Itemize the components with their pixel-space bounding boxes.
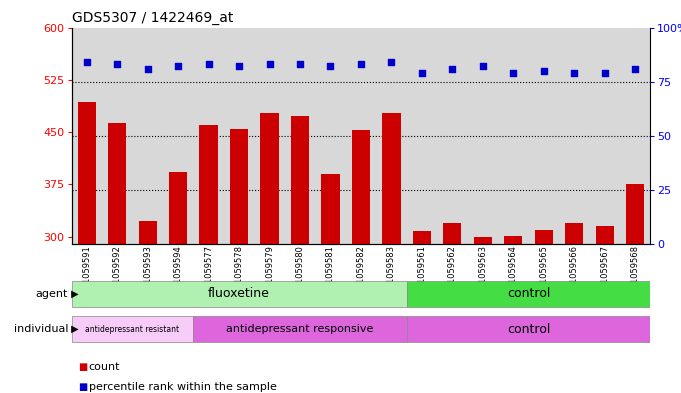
- Bar: [498, 28, 528, 244]
- Bar: [285, 28, 315, 244]
- Text: ▶: ▶: [68, 324, 79, 334]
- Bar: [565, 223, 584, 244]
- Bar: [376, 28, 407, 244]
- Point: [569, 70, 580, 76]
- Bar: [72, 316, 193, 342]
- Point: [538, 68, 549, 74]
- Point: [325, 63, 336, 70]
- Bar: [407, 281, 650, 307]
- Bar: [138, 220, 157, 244]
- Bar: [163, 28, 193, 244]
- Bar: [291, 116, 309, 244]
- Bar: [78, 102, 96, 244]
- Point: [447, 65, 458, 72]
- Bar: [321, 174, 340, 244]
- Point: [416, 70, 427, 76]
- Bar: [72, 281, 407, 307]
- Bar: [528, 28, 559, 244]
- Bar: [407, 28, 437, 244]
- Bar: [200, 125, 218, 244]
- Point: [264, 61, 275, 67]
- Bar: [254, 28, 285, 244]
- Bar: [352, 130, 370, 244]
- Bar: [230, 129, 248, 244]
- Bar: [413, 231, 431, 244]
- Bar: [407, 316, 650, 342]
- Point: [81, 59, 92, 65]
- Bar: [620, 28, 650, 244]
- Point: [477, 63, 488, 70]
- Point: [355, 61, 366, 67]
- Bar: [346, 28, 376, 244]
- Text: antidepressant resistant: antidepressant resistant: [85, 325, 180, 334]
- Bar: [108, 123, 127, 244]
- Text: agent: agent: [35, 289, 68, 299]
- Text: GDS5307 / 1422469_at: GDS5307 / 1422469_at: [72, 11, 233, 25]
- Text: percentile rank within the sample: percentile rank within the sample: [89, 382, 276, 392]
- Bar: [102, 28, 132, 244]
- Text: control: control: [507, 323, 550, 336]
- Point: [173, 63, 184, 70]
- Text: ■: ■: [78, 362, 88, 373]
- Bar: [474, 237, 492, 244]
- Bar: [468, 28, 498, 244]
- Point: [295, 61, 306, 67]
- Text: fluoxetine: fluoxetine: [208, 287, 270, 300]
- Bar: [590, 28, 620, 244]
- Text: control: control: [507, 287, 550, 300]
- Bar: [595, 226, 614, 244]
- Bar: [535, 230, 553, 244]
- Bar: [260, 112, 279, 244]
- Bar: [193, 316, 407, 342]
- Point: [203, 61, 214, 67]
- Point: [508, 70, 519, 76]
- Bar: [504, 236, 522, 244]
- Bar: [132, 28, 163, 244]
- Bar: [193, 28, 224, 244]
- Text: ■: ■: [78, 382, 88, 392]
- Bar: [169, 172, 187, 244]
- Point: [386, 59, 397, 65]
- Text: antidepressant responsive: antidepressant responsive: [226, 324, 374, 334]
- Bar: [382, 113, 400, 244]
- Bar: [443, 223, 462, 244]
- Point: [630, 65, 641, 72]
- Text: count: count: [89, 362, 120, 373]
- Point: [142, 65, 153, 72]
- Bar: [315, 28, 346, 244]
- Bar: [72, 28, 102, 244]
- Text: ▶: ▶: [68, 289, 79, 299]
- Text: individual: individual: [14, 324, 68, 334]
- Bar: [559, 28, 590, 244]
- Bar: [437, 28, 468, 244]
- Bar: [626, 184, 644, 244]
- Point: [599, 70, 610, 76]
- Bar: [224, 28, 254, 244]
- Point: [234, 63, 244, 70]
- Point: [112, 61, 123, 67]
